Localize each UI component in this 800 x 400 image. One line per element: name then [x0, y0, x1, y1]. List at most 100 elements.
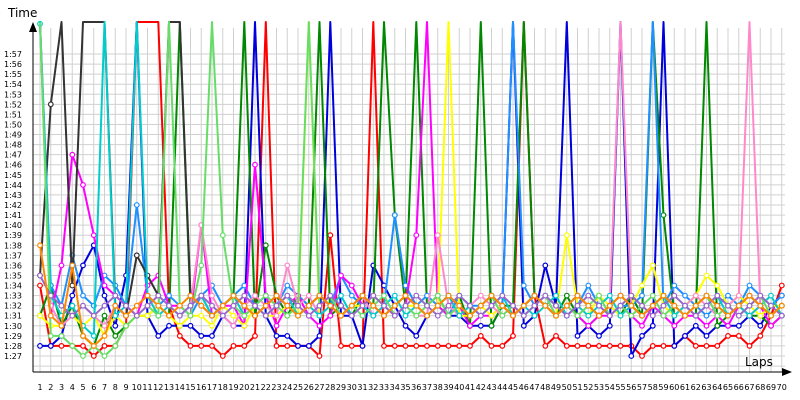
- y-tick-label: 1:52: [4, 100, 22, 109]
- data-point: [348, 343, 355, 349]
- x-axis-title: Laps: [745, 355, 773, 369]
- data-point: [381, 302, 387, 309]
- data-point: [80, 353, 86, 359]
- data-point: [563, 312, 570, 319]
- data-point: [101, 282, 108, 289]
- data-point: [510, 312, 516, 319]
- x-tick-label: 52: [583, 383, 593, 392]
- y-tick-label: 1:36: [4, 261, 22, 270]
- data-point: [381, 343, 387, 349]
- data-point: [69, 262, 76, 269]
- data-point: [660, 312, 667, 319]
- data-point: [241, 312, 248, 319]
- x-tick-label: 11: [142, 383, 152, 392]
- data-point: [456, 292, 463, 299]
- data-point: [639, 282, 645, 289]
- y-tick-label: 1:28: [4, 342, 22, 351]
- data-point: [434, 232, 441, 239]
- data-point: [144, 312, 151, 319]
- x-tick-label: 10: [132, 383, 142, 392]
- y-tick-label: 1:31: [4, 312, 22, 321]
- data-point: [37, 282, 43, 289]
- data-point: [542, 343, 549, 349]
- data-point: [370, 292, 377, 299]
- y-tick-label: 1:48: [4, 141, 22, 150]
- data-point: [112, 302, 119, 309]
- x-tick-label: 9: [123, 383, 128, 392]
- y-tick-label: 1:35: [4, 271, 22, 280]
- data-point: [284, 312, 291, 319]
- data-point: [596, 292, 602, 299]
- data-point: [703, 272, 710, 279]
- data-point: [649, 322, 656, 329]
- data-point: [413, 343, 420, 349]
- data-point: [520, 312, 527, 319]
- data-point: [37, 312, 43, 319]
- data-point: [692, 302, 699, 309]
- data-point: [230, 302, 237, 309]
- data-point: [284, 292, 291, 299]
- data-point: [639, 333, 645, 339]
- data-point: [155, 333, 162, 339]
- data-point: [542, 292, 549, 299]
- y-tick-label: 1:41: [4, 211, 22, 220]
- data-point: [499, 292, 506, 299]
- data-point: [639, 292, 645, 299]
- data-point: [187, 312, 194, 319]
- data-point: [80, 262, 86, 269]
- x-tick-label: 66: [734, 383, 744, 392]
- data-point: [338, 272, 344, 279]
- x-tick-label: 60: [669, 383, 679, 392]
- data-point: [714, 292, 721, 299]
- data-point: [682, 292, 688, 299]
- x-tick-label: 31: [357, 383, 367, 392]
- data-point: [90, 232, 97, 239]
- data-point: [639, 302, 645, 309]
- data-point: [413, 292, 420, 299]
- x-tick-label: 34: [390, 383, 400, 392]
- x-tick-label: 55: [615, 383, 625, 392]
- data-point: [90, 343, 97, 349]
- y-tick-label: 1:37: [4, 251, 22, 260]
- data-point: [47, 333, 54, 339]
- x-tick-label: 21: [250, 383, 260, 392]
- data-point: [391, 343, 398, 349]
- data-point: [757, 333, 764, 339]
- data-point: [359, 302, 366, 309]
- data-point: [262, 242, 269, 249]
- x-tick-label: 26: [304, 383, 314, 392]
- data-point: [606, 343, 613, 349]
- data-point: [703, 302, 710, 309]
- data-point: [617, 302, 624, 309]
- data-point: [198, 262, 205, 269]
- data-point: [467, 302, 473, 309]
- data-point: [187, 343, 194, 349]
- data-point: [424, 343, 430, 349]
- data-point: [209, 302, 215, 309]
- x-tick-label: 27: [314, 383, 324, 392]
- data-point: [596, 333, 602, 339]
- y-tick-label: 1:51: [4, 110, 22, 119]
- data-point: [725, 302, 731, 309]
- data-point: [284, 302, 291, 309]
- data-point: [649, 302, 656, 309]
- data-point: [327, 302, 334, 309]
- data-point: [768, 292, 774, 299]
- axes: Time Laps: [7, 6, 792, 376]
- data-point: [316, 353, 323, 359]
- data-point: [101, 302, 108, 309]
- data-point: [574, 292, 581, 299]
- data-point: [746, 282, 753, 289]
- data-point: [359, 312, 366, 319]
- data-point: [531, 302, 538, 309]
- data-point: [47, 292, 54, 299]
- data-point: [574, 312, 581, 319]
- data-point: [230, 343, 237, 349]
- data-point: [585, 322, 592, 329]
- data-point: [714, 302, 721, 309]
- data-point: [133, 312, 140, 319]
- data-point: [187, 322, 194, 329]
- x-tick-label: 50: [562, 383, 572, 392]
- data-point: [585, 312, 592, 319]
- data-point: [703, 292, 710, 299]
